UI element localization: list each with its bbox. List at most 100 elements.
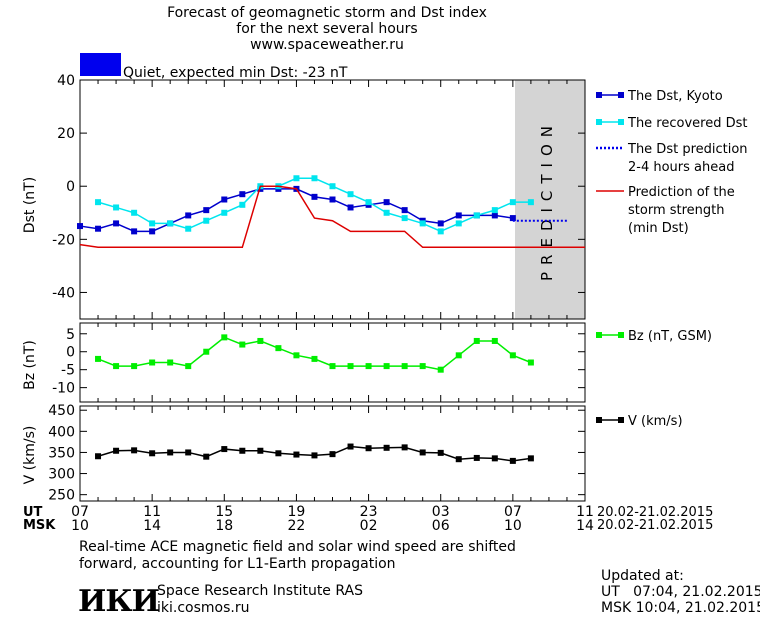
dst-series-1-point [347,191,354,198]
v-series-0-point [275,450,282,457]
v-series-0-point [527,455,534,462]
dst-series-1-point [455,220,462,227]
bz-series-0-point [401,363,408,370]
msk-tick-label: 14 [576,518,594,534]
dst-series-3-line [79,185,585,249]
legend-v-label: V (km/s) [628,414,683,429]
v-series-0-point [365,445,372,452]
dst-series-0-point [95,225,102,232]
v-series-0-point [95,453,102,460]
ut-tick-label: 11 [143,504,161,520]
dst-series-1-point [131,209,138,216]
v-series-0-point [239,447,246,454]
msk-date-range: 20.02-21.02.2015 [597,518,713,533]
dst-series-0-point [149,228,156,235]
site-url[interactable]: www.spaceweather.ru [250,37,404,53]
dst-series-1-point [293,175,300,182]
ut-tick-label: 07 [71,504,89,520]
legend-v-marker [618,417,624,423]
dst-y-tick-label: -40 [52,285,75,301]
bz-series-0-point [293,352,300,359]
legend-bz-marker [618,332,624,338]
legend-dst-prediction-label: 2-4 hours ahead [628,160,734,175]
dst-y-tick-label: -20 [52,232,75,248]
bz-y-tick-label: -5 [61,363,75,379]
dst-series-0-point [347,204,354,211]
legend-dst-kyoto-label: The Dst, Kyoto [627,89,723,104]
v-y-axis: 250 300 350 400 450 [48,403,586,504]
bz-series-0-point [167,359,174,366]
legend-dst-prediction-label: The Dst prediction [627,142,748,157]
dst-panel: PREDICTION -40 -20 0 20 40 Dst (nT) [22,73,586,320]
v-series-0-point [131,447,138,454]
bz-series-0-point [383,363,390,370]
v-series-layer [95,443,534,464]
v-series-0-point [455,456,462,463]
bz-series-0-point [473,337,480,344]
v-y-axis-label: V (km/s) [22,426,38,485]
v-series-0-point [293,451,300,458]
dst-series-1-point [509,199,516,206]
v-series-0-point [257,447,264,454]
v-series-0-point [437,449,444,456]
dst-series-1-point [329,183,336,190]
bz-series-0-point [347,363,354,370]
dst-series-1-point [221,209,228,216]
dst-series-1-point [419,220,426,227]
dst-series-0-point [113,220,120,227]
ut-tick-label: 23 [360,504,378,520]
bz-y-tick-label: -10 [52,381,75,397]
bz-series-0-point [329,363,336,370]
dst-y-axis-label: Dst (nT) [22,177,38,233]
v-series-0-point [185,449,192,456]
dst-series-0-point [185,212,192,219]
v-y-tick-label: 350 [48,445,75,461]
bz-series-0-point [221,334,228,341]
dst-series-0-point [383,199,390,206]
v-y-tick-label: 250 [48,488,75,504]
prediction-zone-label: PREDICTION [538,119,556,281]
bz-series-0-point [365,363,372,370]
dst-series-0-point [491,212,498,219]
dst-series-1-point [95,199,102,206]
v-series-0-point [149,450,156,457]
ut-date-range: 20.02-21.02.2015 [597,505,713,520]
legend-storm-strength-label: (min Dst) [628,221,689,236]
bz-series-0-point [131,363,138,370]
msk-tick-label: 18 [215,518,233,534]
v-series-0-point [419,449,426,456]
updated-ut: UT 07:04, 21.02.2015 [601,584,760,600]
legend-bz-label: Bz (nT, GSM) [628,329,712,344]
dst-series-0-point [437,220,444,227]
dst-series-0-point [329,196,336,203]
ut-tick-label: 07 [504,504,522,520]
ut-tick-label: 11 [576,504,594,520]
dst-series-0-point [77,223,83,230]
dst-series-1-point [383,209,390,216]
dst-series-1-point [167,220,174,227]
ut-tick-label: 15 [215,504,233,520]
dst-series-1-point [239,201,246,208]
dst-y-axis: -40 -20 0 20 40 [52,73,586,319]
updated-label: Updated at: [601,568,684,584]
legend-dst-recovered-marker [618,119,624,125]
status-color-swatch [80,53,121,76]
institute-url[interactable]: iki.cosmos.ru [157,600,250,616]
bz-series-0-point [275,345,282,352]
ut-axis-label: UT [23,505,43,520]
bz-series-0-point [239,341,246,348]
propagation-note-line1: Real-time ACE magnetic field and solar w… [79,539,516,555]
v-series-0-point [203,453,210,460]
dst-series-1-point [149,220,156,227]
dst-series-1-point [203,217,210,224]
bz-series-0-point [149,359,156,366]
v-y-tick-label: 450 [48,403,75,419]
dst-y-tick-label: 20 [57,126,75,142]
bz-series-0-point [491,337,498,344]
dst-series-1-point [527,199,534,206]
propagation-note-line2: forward, accounting for L1-Earth propaga… [79,556,396,572]
chart-legend: The Dst, Kyoto The recovered Dst The Dst p… [596,89,748,429]
bz-series-0-point [203,348,210,355]
v-series-0-point [383,444,390,451]
msk-tick-label: 10 [71,518,89,534]
